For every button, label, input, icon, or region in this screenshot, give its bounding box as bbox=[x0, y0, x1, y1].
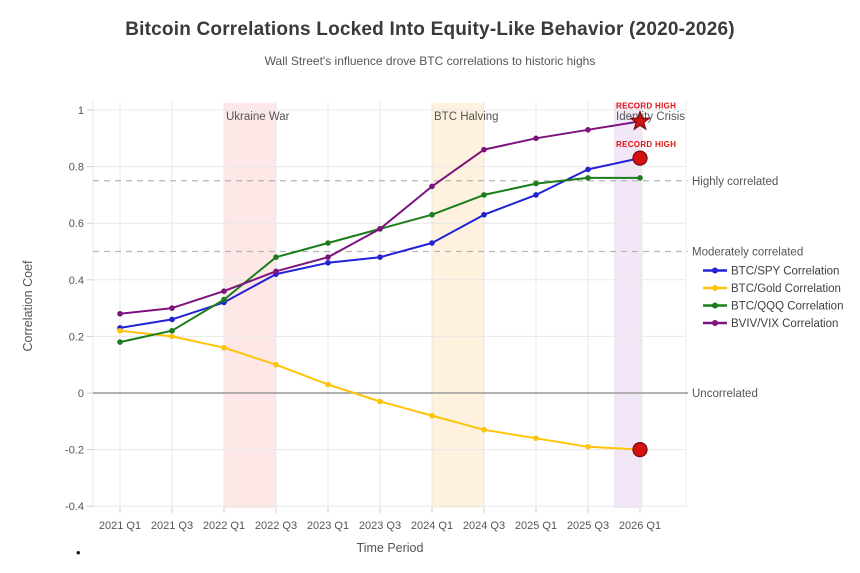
data-point-bviv-vix-correlation-2024-q3[interactable] bbox=[481, 146, 487, 153]
data-point-btc-gold-correlation-2022-q3[interactable] bbox=[273, 361, 279, 368]
data-point-btc-qqq-correlation-2024-q3[interactable] bbox=[481, 192, 487, 198]
data-point-btc-spy-correlation-2024-q1[interactable] bbox=[429, 240, 435, 246]
data-point-btc-qqq-correlation-2025-q1[interactable] bbox=[533, 180, 539, 187]
legend-label: BVIV/VIX Correlation bbox=[731, 318, 838, 330]
stray-bullet-dot: • bbox=[76, 545, 81, 560]
x-tick-label: 2021 Q3 bbox=[151, 520, 193, 532]
record-high-star-marker[interactable] bbox=[629, 109, 651, 131]
y-axis-title: Correlation Coef bbox=[21, 260, 35, 352]
data-point-bviv-vix-correlation-2021-q1[interactable] bbox=[117, 310, 123, 317]
reference-label-uncorrelated: Uncorrelated bbox=[692, 388, 758, 400]
data-point-btc-gold-correlation-2023-q1[interactable] bbox=[325, 381, 331, 388]
data-point-bviv-vix-correlation-2022-q3[interactable] bbox=[273, 268, 279, 275]
data-point-btc-spy-correlation-2025-q3[interactable] bbox=[585, 166, 591, 173]
record-high-label: RECORD HIGH bbox=[616, 101, 676, 110]
event-band-label-ukraine-war: Ukraine War bbox=[226, 111, 290, 123]
legend-point-swatch bbox=[712, 320, 718, 326]
data-point-bviv-vix-correlation-2022-q1[interactable] bbox=[221, 288, 227, 294]
event-band-label-btc-halving: BTC Halving bbox=[434, 111, 499, 123]
chart-title: Bitcoin Correlations Locked Into Equity-… bbox=[125, 19, 735, 40]
data-point-btc-gold-correlation-2024-q1[interactable] bbox=[429, 412, 435, 419]
data-point-btc-gold-correlation-2021-q1[interactable] bbox=[117, 327, 123, 334]
data-point-bviv-vix-correlation-2021-q3[interactable] bbox=[169, 305, 175, 311]
event-band-identity-crisis bbox=[614, 103, 643, 508]
x-tick-label: 2025 Q1 bbox=[515, 520, 557, 532]
x-tick-label: 2025 Q3 bbox=[567, 520, 609, 532]
record-high-label: RECORD HIGH bbox=[616, 140, 676, 149]
y-tick-label: 0.6 bbox=[69, 218, 84, 230]
legend-label: BTC/Gold Correlation bbox=[731, 283, 841, 295]
data-point-btc-spy-correlation-2023-q1[interactable] bbox=[325, 260, 331, 266]
legend-item-btc-qqq-correlation[interactable]: BTC/QQQ Correlation bbox=[703, 301, 843, 313]
x-tick-label: 2021 Q1 bbox=[99, 520, 141, 532]
data-point-btc-gold-correlation-2021-q3[interactable] bbox=[169, 333, 175, 340]
data-point-btc-qqq-correlation-2026-q1[interactable] bbox=[637, 175, 643, 181]
data-point-btc-qqq-correlation-2022-q3[interactable] bbox=[273, 254, 279, 260]
data-point-bviv-vix-correlation-2024-q1[interactable] bbox=[429, 183, 435, 190]
data-point-btc-gold-correlation-2025-q3[interactable] bbox=[585, 443, 591, 450]
data-point-btc-spy-correlation-2021-q3[interactable] bbox=[169, 316, 175, 323]
x-axis-title: Time Period bbox=[357, 541, 424, 555]
data-point-btc-spy-correlation-2023-q3[interactable] bbox=[377, 254, 383, 260]
data-point-btc-qqq-correlation-2025-q3[interactable] bbox=[585, 175, 591, 181]
data-point-btc-gold-correlation-2025-q1[interactable] bbox=[533, 435, 539, 442]
y-tick-label: 0.4 bbox=[69, 275, 84, 287]
y-tick-label: -0.2 bbox=[65, 445, 84, 457]
legend-point-swatch bbox=[712, 267, 718, 274]
x-tick-label: 2022 Q3 bbox=[255, 520, 297, 532]
data-point-btc-spy-correlation-2025-q1[interactable] bbox=[533, 192, 539, 198]
y-tick-label: 0.2 bbox=[69, 331, 84, 343]
y-tick-label: 0 bbox=[78, 388, 84, 400]
record-high-circle-marker[interactable] bbox=[632, 441, 648, 458]
data-point-btc-gold-correlation-2022-q1[interactable] bbox=[221, 344, 227, 351]
x-tick-label: 2024 Q1 bbox=[411, 520, 453, 532]
data-point-btc-qqq-correlation-2021-q1[interactable] bbox=[117, 339, 123, 345]
x-tick-label: 2024 Q3 bbox=[463, 520, 505, 532]
reference-label-highly-correlated: Highly correlated bbox=[692, 176, 778, 188]
data-point-btc-qqq-correlation-2024-q1[interactable] bbox=[429, 211, 435, 218]
data-point-btc-gold-correlation-2023-q3[interactable] bbox=[377, 398, 383, 405]
x-tick-label: 2026 Q1 bbox=[619, 520, 661, 532]
y-tick-label: 1 bbox=[78, 105, 84, 117]
x-tick-label: 2022 Q1 bbox=[203, 520, 245, 532]
legend-label: BTC/QQQ Correlation bbox=[731, 301, 843, 313]
event-band-btc-halving bbox=[432, 103, 484, 508]
data-point-bviv-vix-correlation-2025-q3[interactable] bbox=[585, 127, 591, 133]
data-point-btc-qqq-correlation-2023-q1[interactable] bbox=[325, 240, 331, 246]
event-band-ukraine-war bbox=[224, 103, 276, 508]
legend-point-swatch bbox=[712, 285, 718, 291]
data-point-btc-gold-correlation-2024-q3[interactable] bbox=[481, 426, 487, 433]
data-point-btc-qqq-correlation-2022-q1[interactable] bbox=[221, 296, 227, 303]
data-point-bviv-vix-correlation-2023-q1[interactable] bbox=[325, 254, 331, 260]
data-point-btc-spy-correlation-2024-q3[interactable] bbox=[481, 211, 487, 218]
data-point-btc-qqq-correlation-2021-q3[interactable] bbox=[169, 327, 175, 334]
reference-label-moderately-correlated: Moderately correlated bbox=[692, 247, 803, 259]
legend-item-bviv-vix-correlation[interactable]: BVIV/VIX Correlation bbox=[703, 318, 838, 330]
legend-item-btc-spy-correlation[interactable]: BTC/SPY Correlation bbox=[703, 266, 839, 278]
x-tick-label: 2023 Q3 bbox=[359, 520, 401, 532]
legend-point-swatch bbox=[712, 302, 718, 309]
data-point-bviv-vix-correlation-2023-q3[interactable] bbox=[377, 226, 383, 232]
record-high-circle-marker[interactable] bbox=[632, 150, 648, 166]
x-tick-label: 2023 Q1 bbox=[307, 520, 349, 532]
chart-subtitle: Wall Street's influence drove BTC correl… bbox=[264, 54, 596, 68]
event-band-label-identity-crisis: Identity Crisis bbox=[616, 111, 685, 123]
legend-item-btc-gold-correlation[interactable]: BTC/Gold Correlation bbox=[703, 283, 841, 295]
y-tick-label: -0.4 bbox=[65, 501, 84, 513]
y-tick-label: 0.8 bbox=[69, 162, 84, 174]
legend-label: BTC/SPY Correlation bbox=[731, 266, 839, 278]
data-point-bviv-vix-correlation-2025-q1[interactable] bbox=[533, 135, 539, 142]
